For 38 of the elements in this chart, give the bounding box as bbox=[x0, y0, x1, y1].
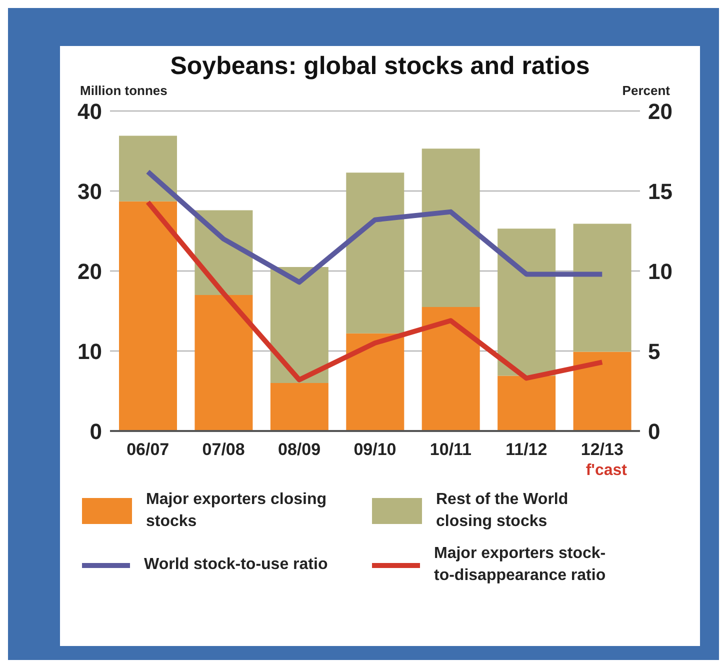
bar bbox=[422, 148, 480, 307]
legend-label: World stock-to-use ratio bbox=[144, 555, 329, 575]
x-tick-label: 12/13 bbox=[580, 440, 624, 459]
bar bbox=[573, 224, 632, 352]
bar bbox=[270, 267, 328, 383]
bar bbox=[498, 376, 556, 431]
x-tick-label: 06/07 bbox=[126, 440, 170, 459]
y-tick-label: 20 bbox=[78, 258, 102, 284]
legend-label: Rest of the World closing stocks bbox=[436, 490, 570, 532]
x-tick-label: 07/08 bbox=[202, 440, 245, 459]
y-tick-label: 0 bbox=[90, 418, 102, 444]
chart-title: Soybeans: global stocks and ratios bbox=[169, 52, 591, 81]
y2-tick-label: 0 bbox=[648, 418, 660, 444]
y-tick-label: 30 bbox=[78, 178, 102, 204]
x-tick-label: 08/09 bbox=[278, 440, 321, 459]
y2-tick-label: 5 bbox=[648, 338, 660, 364]
bar bbox=[346, 172, 404, 334]
bar bbox=[119, 201, 177, 431]
y-axis-title: Million tonnes bbox=[80, 83, 168, 98]
x-tick-label: 11/12 bbox=[506, 440, 548, 459]
bar bbox=[498, 228, 556, 376]
bar bbox=[422, 307, 480, 431]
y2-tick-label: 15 bbox=[648, 178, 672, 204]
y-tick-label: 40 bbox=[78, 98, 102, 124]
y2-axis-title: Percent bbox=[622, 83, 670, 98]
legend-label: Major exporters closing stocks bbox=[146, 490, 328, 532]
x-tick-label: 10/11 bbox=[430, 440, 472, 459]
y2-tick-label: 20 bbox=[648, 98, 672, 124]
y2-tick-label: 10 bbox=[648, 258, 672, 284]
legend-label: Major exporters stock-to-disappearance ratio bbox=[434, 544, 607, 586]
bar bbox=[194, 295, 253, 431]
bar bbox=[346, 333, 404, 431]
bar bbox=[270, 383, 328, 431]
text: f'cast bbox=[586, 462, 627, 480]
x-tick-label: 09/10 bbox=[354, 440, 396, 459]
y-tick-label: 10 bbox=[78, 338, 102, 364]
bar bbox=[573, 352, 632, 431]
bar bbox=[119, 136, 177, 202]
